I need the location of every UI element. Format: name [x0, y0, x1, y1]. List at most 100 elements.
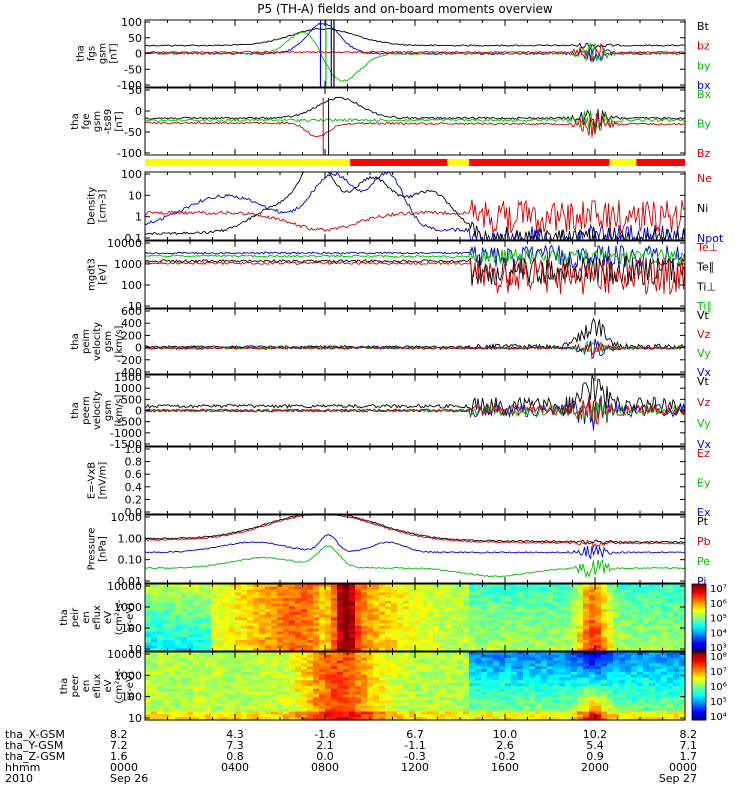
y-axis-label-line: fgs	[87, 46, 98, 61]
y-axis-label-line: mgdt3	[87, 258, 98, 291]
colorbar-tick: 10⁶	[710, 682, 727, 693]
colorbar-cell	[692, 697, 706, 701]
colorbar-cell	[692, 663, 706, 667]
legend-entry: Pb	[697, 535, 711, 548]
legend-entry: Ex	[697, 506, 711, 519]
y-tick-label: -500	[117, 416, 142, 429]
y-axis-label-line: [eV]	[98, 264, 109, 285]
y-axis-label: Pressure [nPa]	[87, 528, 109, 571]
colorbar-cell	[692, 597, 706, 600]
colorbar-cell	[692, 706, 706, 709]
y-axis-label-line: en	[81, 611, 92, 624]
colorbar-cell	[692, 644, 706, 647]
y-axis-label-line: [cm-3]	[98, 189, 109, 222]
legend-entry: Vz	[697, 328, 711, 341]
colorbar-cell	[692, 615, 706, 618]
colorbar-cell	[692, 632, 706, 635]
colorbar-cell	[692, 642, 706, 645]
series-line	[144, 31, 686, 82]
y-axis-label-line: gsm	[92, 111, 103, 132]
colorbar-cell	[692, 682, 706, 685]
y-tick-label: 10	[128, 643, 142, 656]
y-tick-label: 1.0	[125, 443, 143, 456]
y-axis-label-line: gsm	[103, 400, 114, 421]
y-tick-label: 10	[128, 189, 142, 202]
y-axis-label-line: tha	[76, 45, 87, 61]
colorbar-cell	[692, 713, 706, 716]
legend-entry: Vx	[697, 438, 712, 451]
colorbar-cell	[692, 696, 706, 699]
y-axis-label-line: [nT]	[109, 43, 120, 63]
y-axis-label: tha fge gsm -ts89 [nT]	[70, 109, 125, 134]
y-tick-label: 0.10	[118, 554, 143, 567]
colorbar-cell	[692, 718, 706, 721]
y-axis-label-line: velocity	[92, 391, 103, 430]
colorbar-cell	[692, 607, 706, 610]
y-axis-label: mgdt3 [eV]	[87, 258, 109, 291]
x-axis-value: 0.0	[316, 750, 334, 763]
series-line	[144, 342, 686, 357]
legend-entry: Ne	[697, 172, 712, 185]
colorbar-cell	[692, 605, 706, 608]
y-axis-label: tha peem velocity gsm [km/s]	[70, 391, 125, 430]
y-axis-label-line: eflux	[92, 674, 103, 699]
y-tick-label: 100	[121, 168, 142, 181]
series-line	[144, 171, 686, 242]
colorbar-cell	[692, 657, 706, 660]
legend-entry: Npot	[697, 232, 724, 245]
colorbar-cell	[692, 630, 706, 634]
mode-bar-segment	[145, 159, 351, 166]
x-axis-value: 1.7	[680, 750, 698, 763]
colorbar-cell	[692, 658, 706, 661]
colorbar-cell	[692, 716, 706, 719]
x-axis-value: 2.6	[496, 739, 514, 752]
y-tick-label: -200	[117, 354, 142, 367]
y-axis-label-line: velocity	[92, 322, 103, 361]
colorbar-cell	[692, 627, 706, 630]
colorbar-cell	[692, 634, 706, 637]
colorbar-tick: 10⁵	[710, 697, 727, 708]
x-axis-value: 5.4	[586, 739, 604, 752]
legend-entry: By	[697, 118, 712, 131]
series-line	[144, 545, 686, 579]
legend-entry: bz	[697, 40, 710, 53]
legend-entry: Ti⊥	[696, 280, 716, 293]
series-line	[144, 248, 686, 266]
y-tick-label: 200	[121, 329, 142, 342]
y-tick-label: 0	[135, 105, 142, 118]
y-axis-label-line: [km/s]	[114, 394, 125, 426]
x-axis-value: 0000	[669, 761, 697, 774]
x-axis-row-label: tha_Y-GSM	[5, 739, 63, 752]
series-line	[144, 258, 686, 295]
colorbar-cell	[692, 587, 706, 590]
colorbar-cell	[692, 599, 706, 602]
y-tick-label: 10000	[107, 580, 142, 593]
x-axis-row-label: tha_Z-GSM	[5, 750, 65, 763]
y-axis-label-line: [mV/m]	[98, 462, 109, 500]
series-line	[144, 110, 686, 135]
y-axis-label-line: eV	[103, 611, 114, 624]
x-axis-value: 8.2	[680, 728, 698, 741]
legend-entry: Bx	[697, 88, 712, 101]
colorbar-cell	[692, 637, 706, 640]
y-tick-label: 100	[121, 691, 142, 704]
series-line	[144, 514, 686, 545]
colorbar-cell	[692, 595, 706, 598]
legend-entry: Pe	[697, 555, 710, 568]
colorbar-cell	[692, 662, 706, 665]
x-axis-value: -0.3	[404, 750, 425, 763]
colorbar-tick: 10⁴	[710, 712, 727, 723]
colorbar-tick: 10⁴	[710, 628, 727, 639]
colorbar-cell	[692, 665, 706, 668]
colorbar-cell	[692, 585, 706, 588]
colorbar-cell	[692, 639, 706, 642]
colorbar-cell	[692, 708, 706, 711]
colorbar-cell	[692, 612, 706, 615]
colorbar-cell	[692, 617, 706, 620]
colorbar-cell	[692, 709, 706, 712]
y-tick-label: 0.01	[118, 575, 143, 588]
colorbar-cell	[692, 669, 706, 672]
y-axis-label-line: fge	[81, 113, 92, 129]
y-tick-label: 500	[121, 393, 142, 406]
colorbar-cell	[692, 620, 706, 624]
